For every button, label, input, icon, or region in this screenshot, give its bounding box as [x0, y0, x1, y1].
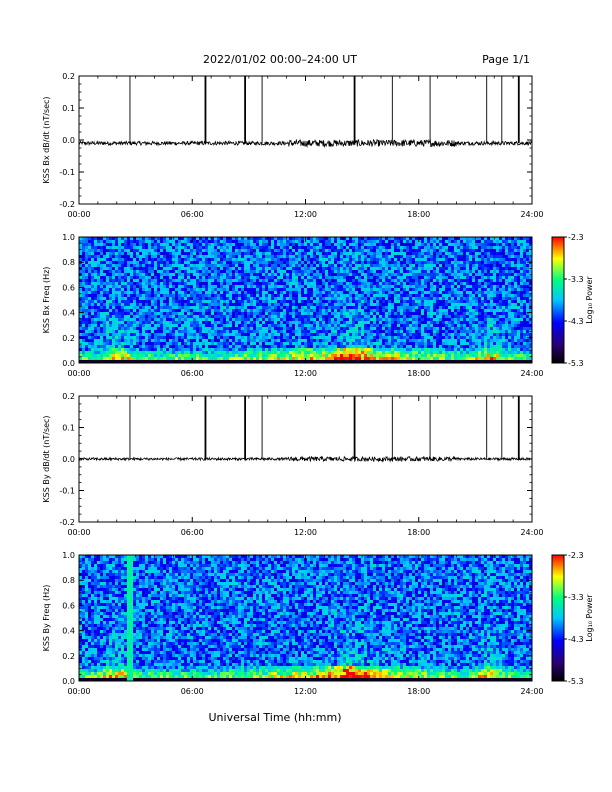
y-tick-label: -0.1 [59, 168, 75, 177]
x-tick-label: 12:00 [294, 687, 317, 696]
colorbar-tick-label: -3.3 [568, 275, 584, 284]
colorbar-label: Log₁₀ Power [585, 594, 594, 642]
x-tick-label: 00:00 [67, 687, 90, 696]
plot-frame [78, 75, 533, 205]
x-tick-label: 18:00 [407, 687, 430, 696]
colorbar-label: Log₁₀ Power [585, 276, 594, 324]
x-tick-label: 24:00 [520, 369, 543, 378]
y-tick-label: 0.1 [62, 104, 75, 113]
y-tick-label: 0.0 [62, 359, 75, 368]
by-timeseries-panel: 00:00 06:00 12:00 18:00 24:00 0.2 0.1 0.0 -0.1 -0… [42, 392, 544, 537]
y-tick-label: 0.2 [62, 334, 75, 343]
y-tick-label: -0.2 [59, 200, 75, 209]
y-tick-label: 0.0 [62, 677, 75, 686]
spectrogram-cells [79, 237, 533, 364]
colorbar-tick-label: -5.3 [568, 677, 584, 686]
y-tick-label: 0.2 [62, 652, 75, 661]
colorbar-tick-label: -2.3 [568, 233, 584, 242]
y-tick-label: 0.0 [62, 136, 75, 145]
series-line [78, 455, 533, 463]
y-tick-label: 1.0 [62, 551, 75, 560]
x-tick-label: 24:00 [520, 210, 543, 219]
y-tick-label: 0.1 [62, 424, 75, 433]
colorbar-tick-label: -2.3 [568, 551, 584, 560]
x-tick-label: 24:00 [520, 687, 543, 696]
colorbar-tick-label: -4.3 [568, 635, 584, 644]
y-tick-label: 0.4 [62, 309, 75, 318]
colorbar [551, 554, 565, 682]
x-tick-label: 00:00 [67, 528, 90, 537]
x-tick-label: 06:00 [181, 528, 204, 537]
x-tick-label: 24:00 [520, 528, 543, 537]
y-tick-label: -0.1 [59, 487, 75, 496]
spectrogram-cells [79, 555, 533, 682]
page-title: 2022/01/02 00:00–24:00 UT [202, 53, 358, 66]
y-tick-label: 1.0 [62, 233, 75, 242]
x-axis-title: Universal Time (hh:mm) [208, 711, 342, 724]
y-tick-label: 0.4 [62, 627, 75, 636]
y-tick-label: 0.6 [62, 283, 75, 292]
y-tick-label: -0.2 [59, 518, 75, 527]
x-tick-label: 06:00 [181, 369, 204, 378]
colorbar [551, 236, 565, 364]
colorbar-tick-label: -3.3 [568, 593, 584, 602]
x-tick-label: 18:00 [407, 210, 430, 219]
y-tick-label: 0.8 [62, 258, 75, 267]
x-tick-label: 18:00 [407, 528, 430, 537]
x-tick-label: 12:00 [294, 528, 317, 537]
x-tick-label: 18:00 [407, 369, 430, 378]
y-axis-label: KSS By dB/dt (nT/sec) [42, 415, 51, 502]
series-line [78, 138, 533, 149]
y-axis-label: KSS Bx Freq (Hz) [42, 267, 51, 334]
y-tick-label: 0.6 [62, 601, 75, 610]
x-tick-label: 00:00 [67, 210, 90, 219]
colorbar-tick-label: -5.3 [568, 359, 584, 368]
y-tick-label: 0.8 [62, 576, 75, 585]
y-tick-label: 0.2 [62, 72, 75, 81]
y-tick-label: 0.2 [62, 392, 75, 401]
x-tick-label: 06:00 [181, 687, 204, 696]
page-number: Page 1/1 [482, 53, 530, 66]
colorbar-tick-label: -4.3 [568, 317, 584, 326]
y-axis-label: KSS By Freq (Hz) [42, 585, 51, 652]
x-tick-label: 12:00 [294, 210, 317, 219]
bx-timeseries-panel: 00:00 06:00 12:00 18:00 24:00 0.2 0.1 0.0 -0.1 -0… [42, 72, 544, 219]
bx-spectrogram-panel: -2.3 -3.3 -4.3 -5.3 Log₁₀ Power 00:00 06:00 12:… [42, 233, 594, 378]
y-tick-label: 0.0 [62, 455, 75, 464]
y-axis-label: KSS Bx dB/dt (nT/sec) [42, 96, 51, 183]
x-tick-label: 12:00 [294, 369, 317, 378]
by-spectrogram-panel: -2.3 -3.3 -4.3 -5.3 Log₁₀ Power 00:00 06:00 12:… [42, 551, 594, 696]
x-tick-label: 00:00 [67, 369, 90, 378]
x-tick-label: 06:00 [181, 210, 204, 219]
